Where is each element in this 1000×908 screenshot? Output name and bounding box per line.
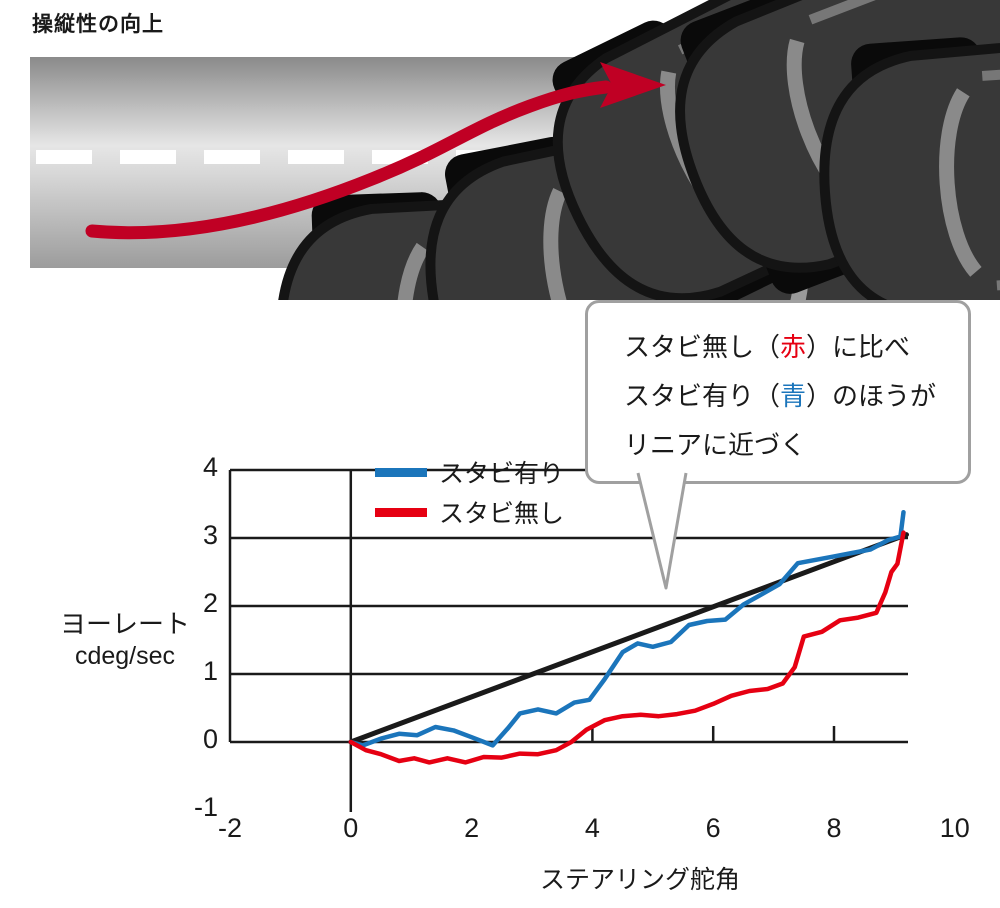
- trajectory-arrow: [85, 80, 613, 240]
- y-tick-label: 0: [202, 724, 218, 754]
- series-スタビ有り: [348, 509, 906, 748]
- y-axis-title-line2: cdeg/sec: [74, 642, 176, 670]
- lane-change-illustration: [30, 0, 1000, 300]
- legend-label: スタビ有り: [439, 460, 565, 488]
- legend-swatch-red: [375, 507, 427, 517]
- x-tick-label: 0: [343, 813, 359, 843]
- x-tick-label: -2: [217, 813, 242, 843]
- callout-line-1: スタビ無し（赤）に比べ: [624, 332, 911, 362]
- legend-label: スタビ無し: [439, 500, 565, 528]
- page-title: 操縦性の向上: [32, 13, 164, 36]
- legend-item-without-stabilizer: スタビ無し: [375, 492, 564, 532]
- callout-line-3: リニアに近づく: [624, 430, 807, 460]
- callout-blue-word: 青: [780, 381, 807, 411]
- legend-item-with-stabilizer: スタビ有り: [375, 452, 564, 492]
- x-tick-label: 8: [826, 813, 842, 843]
- callout-line-2: スタビ有り（青）のほうが: [624, 381, 937, 411]
- x-tick-label: 10: [939, 813, 970, 843]
- y-tick-label: 1: [202, 656, 218, 686]
- x-tick-label: 2: [464, 813, 480, 843]
- x-tick-label: 6: [705, 813, 721, 843]
- callout-tail: [636, 472, 688, 590]
- chart-legend: スタビ有り スタビ無し: [375, 452, 564, 532]
- y-axis-title-line1: ヨーレート: [59, 609, 190, 639]
- x-tick-label: 4: [584, 813, 600, 843]
- x-axis-title: ステアリング舵角: [539, 866, 740, 894]
- y-tick-label: -1: [193, 792, 218, 822]
- series-スタビ無し: [348, 530, 906, 765]
- callout-bubble: スタビ無し（赤）に比べ スタビ有り（青）のほうが リニアに近づく: [585, 300, 971, 484]
- trajectory-arrowhead-icon: [600, 62, 666, 108]
- legend-swatch-blue: [375, 467, 427, 477]
- callout-red-word: 赤: [780, 332, 807, 362]
- y-tick-label: 3: [202, 520, 218, 550]
- series-linear-reference: [348, 532, 909, 745]
- y-tick-label: 2: [202, 588, 218, 618]
- y-tick-label: 4: [202, 452, 218, 482]
